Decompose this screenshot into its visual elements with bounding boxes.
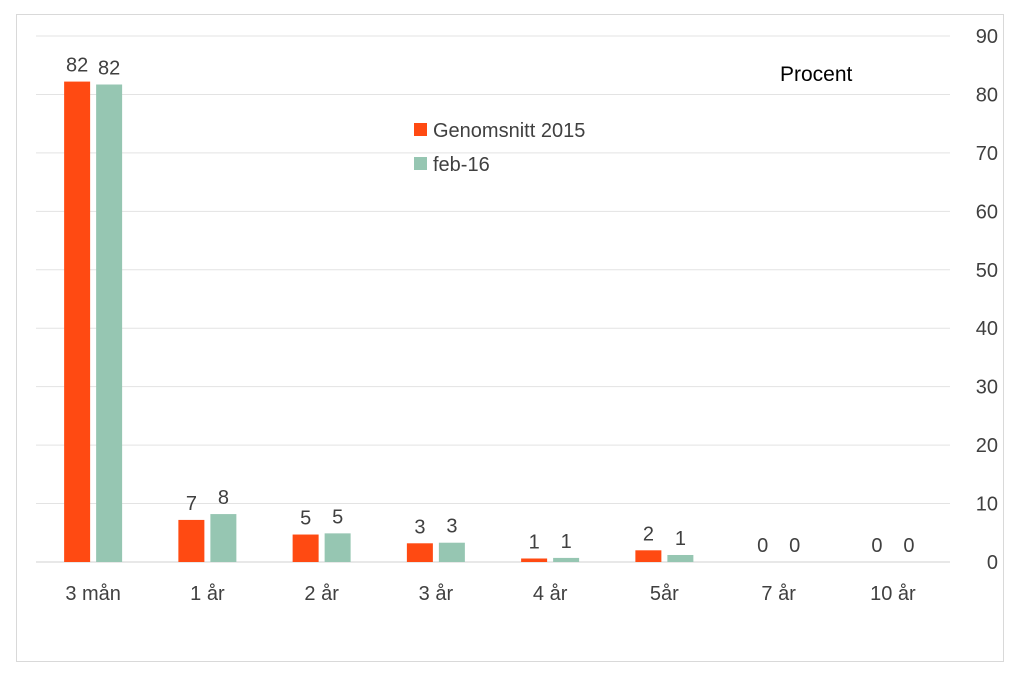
- y-tick-label: 80: [976, 84, 998, 106]
- legend-label: Genomsnitt 2015: [433, 120, 585, 142]
- legend-swatch: [414, 157, 427, 170]
- gridlines: [36, 35, 950, 563]
- data-label: 82: [66, 55, 88, 77]
- bar: [64, 81, 91, 562]
- data-label: 82: [98, 58, 120, 80]
- bar: [96, 84, 123, 563]
- bar: [324, 533, 351, 562]
- x-tick-label: 1 år: [190, 583, 225, 605]
- x-tick-label: 3 år: [419, 583, 454, 605]
- y-tick-label: 50: [976, 260, 998, 282]
- data-label: 3: [446, 516, 457, 538]
- data-label: 2: [643, 523, 654, 545]
- bar: [553, 557, 580, 562]
- y-tick-label: 30: [976, 377, 998, 399]
- data-label: 0: [789, 535, 800, 557]
- data-label: 0: [871, 535, 882, 557]
- data-label: 1: [529, 531, 540, 553]
- data-label: 1: [675, 528, 686, 550]
- y-axis-ticks: 0 10 20 30 40 50 60 70 80 90: [976, 26, 998, 574]
- data-label: 0: [903, 535, 914, 557]
- data-label: 3: [414, 516, 425, 538]
- bar: [521, 558, 548, 562]
- x-tick-label: 7 år: [761, 583, 796, 605]
- bars: [64, 81, 694, 563]
- y-tick-label: 20: [976, 435, 998, 457]
- y-tick-label: 10: [976, 494, 998, 516]
- bar: [406, 543, 433, 562]
- bar: [438, 542, 465, 562]
- data-label: 8: [218, 487, 229, 509]
- x-tick-label: 10 år: [870, 583, 916, 605]
- legend-label: feb-16: [433, 154, 490, 176]
- data-label: 5: [332, 506, 343, 528]
- data-label: 5: [300, 508, 311, 530]
- y-tick-label: 60: [976, 201, 998, 223]
- data-labels: 82 827 85 5 3 31 1 2 1 0 0 0 0: [66, 55, 914, 557]
- x-axis-ticks: 3 mån 1 år 2 år 3 år 4 år 5år 7 år 10 år: [65, 583, 916, 605]
- bar: [667, 554, 694, 562]
- data-label: 1: [561, 531, 572, 553]
- y-tick-label: 70: [976, 143, 998, 165]
- bar: [292, 534, 319, 562]
- y-tick-label: 90: [976, 26, 998, 48]
- legend: Genomsnitt 2015 feb-16: [414, 120, 585, 176]
- data-label: 7: [186, 493, 197, 515]
- unit-label: Procent: [780, 63, 853, 86]
- legend-swatch: [414, 123, 427, 136]
- x-tick-label: 5år: [650, 583, 679, 605]
- bar: [178, 519, 205, 562]
- data-label: 0: [757, 535, 768, 557]
- x-tick-label: 2 år: [304, 583, 339, 605]
- bar: [210, 514, 237, 562]
- bar: [635, 550, 662, 562]
- x-tick-label: 3 mån: [65, 583, 121, 605]
- x-tick-label: 4 år: [533, 583, 568, 605]
- y-tick-label: 40: [976, 318, 998, 340]
- y-tick-label: 0: [987, 552, 998, 574]
